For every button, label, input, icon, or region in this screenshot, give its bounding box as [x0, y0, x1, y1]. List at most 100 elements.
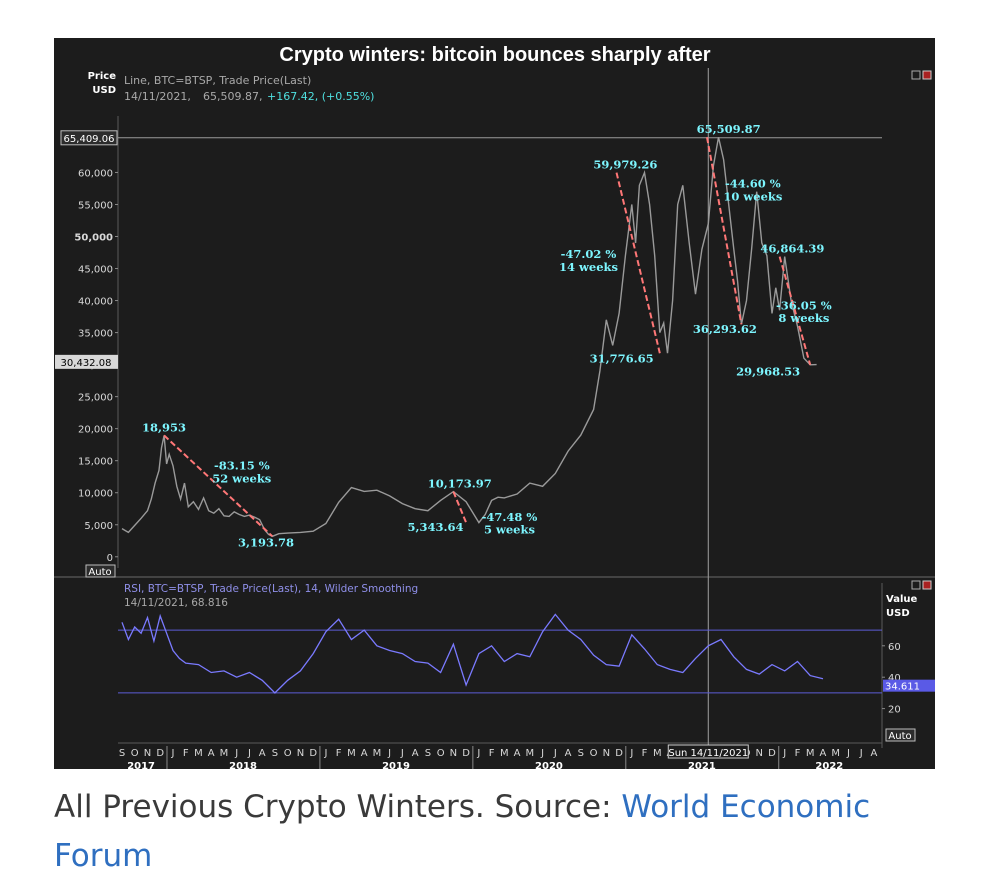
- drawdown-line: [615, 172, 661, 354]
- x-month-label: N: [450, 748, 457, 759]
- rsi-axis-title: Value: [886, 594, 917, 605]
- price-annotation: 29,968.53: [736, 364, 800, 378]
- x-month-label: N: [603, 748, 610, 759]
- rsi-y-tick-label: 60: [888, 642, 901, 653]
- x-year-label: 2017: [127, 761, 155, 769]
- x-month-label: J: [553, 748, 557, 759]
- crosshair-date-box: [667, 744, 749, 759]
- price-annotation: 10 weeks: [723, 189, 782, 203]
- price-y-tick-label: 35,000: [78, 329, 113, 340]
- x-month-label: M: [831, 748, 840, 759]
- price-annotation: 36,293.62: [693, 322, 757, 336]
- x-month-label: S: [425, 748, 431, 759]
- price-y-tick-label: 40,000: [78, 297, 113, 308]
- x-month-label: J: [846, 748, 850, 759]
- x-month-label: S: [272, 748, 278, 759]
- price-annotation: 52 weeks: [212, 471, 271, 485]
- price-annotation: -83.15 %: [214, 459, 270, 473]
- price-y-tick-label: 20,000: [78, 425, 113, 436]
- rsi-auto-button: Auto: [888, 731, 911, 742]
- x-month-label: S: [578, 748, 584, 759]
- price-annotation: 14 weeks: [559, 260, 618, 274]
- x-month-label: M: [500, 748, 509, 759]
- chart-frame: Crypto winters: bitcoin bounces sharply …: [54, 38, 935, 769]
- price-y-tick-label: 50,000: [74, 233, 113, 244]
- drawdown-line: [163, 434, 274, 538]
- source-link[interactable]: World Economic Forum: [54, 789, 871, 874]
- x-month-label: F: [642, 748, 648, 759]
- rsi-series-line: [121, 613, 824, 694]
- x-month-label: J: [171, 748, 175, 759]
- price-y-tick-label: 15,000: [78, 457, 113, 468]
- x-month-label: M: [806, 748, 815, 759]
- price-series-line: [121, 137, 817, 538]
- price-y-tick-label: 60,000: [78, 168, 113, 179]
- x-month-label: A: [208, 748, 215, 759]
- x-month-label: N: [756, 748, 763, 759]
- price-annotation: 65,509.87: [697, 122, 761, 136]
- price-annotation: 5 weeks: [484, 523, 535, 537]
- x-month-label: M: [220, 748, 229, 759]
- x-month-label: O: [437, 748, 445, 759]
- price-legend-change: +167.42, (+0.55%): [267, 90, 374, 103]
- x-month-label: A: [361, 748, 368, 759]
- price-annotation: 18,953: [142, 420, 186, 434]
- x-month-label: F: [336, 748, 342, 759]
- price-annotation: 59,979.26: [593, 158, 657, 172]
- x-month-label: A: [412, 748, 419, 759]
- rsi-auto-button-box: [885, 728, 916, 742]
- price-annotation: 46,864.39: [760, 242, 824, 256]
- x-month-label: M: [373, 748, 382, 759]
- price-y-tick-label: 10,000: [78, 489, 113, 500]
- x-month-label: O: [590, 748, 598, 759]
- rsi-legend-value: 14/11/2021, 68.816: [124, 597, 228, 609]
- x-month-label: D: [768, 748, 776, 759]
- x-month-label: M: [526, 748, 535, 759]
- x-month-label: A: [820, 748, 827, 759]
- x-month-label: J: [400, 748, 404, 759]
- caption-text: All Previous Crypto Winters. Source:: [54, 789, 622, 825]
- price-annotation: 3,193.78: [238, 535, 294, 549]
- drawdown-line: [452, 491, 468, 523]
- chart-title: Crypto winters: bitcoin bounces sharply …: [279, 44, 710, 66]
- price-y-tick-label: 5,000: [84, 521, 113, 532]
- x-month-label: J: [323, 748, 327, 759]
- rsi-current-value: 34.611: [885, 682, 920, 693]
- price-legend-value: 65,509.87,: [203, 90, 262, 103]
- chart-svg: Crypto winters: bitcoin bounces sharply …: [54, 44, 935, 769]
- price-annotation: -47.02 %: [561, 247, 617, 261]
- x-month-label: D: [462, 748, 470, 759]
- x-month-label: J: [247, 748, 251, 759]
- price-annotation: 8 weeks: [778, 311, 829, 325]
- crosshair-date-label: Sun 14/11/2021: [668, 748, 748, 759]
- figure-caption: All Previous Crypto Winters. Source: Wor…: [54, 783, 954, 881]
- price-y-tick-label: 25,000: [78, 393, 113, 404]
- x-month-label: J: [540, 748, 544, 759]
- price-annotation: 10,173.97: [428, 477, 492, 491]
- x-year-label: 2019: [382, 761, 410, 769]
- price-y-tick-label: 0: [107, 553, 113, 564]
- x-month-label: M: [653, 748, 662, 759]
- x-month-label: A: [259, 748, 266, 759]
- x-month-label: M: [347, 748, 356, 759]
- x-month-label: J: [234, 748, 238, 759]
- price-annotation: -44.60 %: [725, 177, 781, 191]
- price-y-tick-label: 55,000: [78, 200, 113, 211]
- rsi-legend-series: RSI, BTC=BTSP, Trade Price(Last), 14, Wi…: [124, 583, 418, 595]
- price-legend-series: Line, BTC=BTSP, Trade Price(Last): [124, 74, 311, 87]
- x-month-label: D: [309, 748, 317, 759]
- x-month-label: N: [144, 748, 151, 759]
- x-year-label: 2022: [815, 761, 843, 769]
- price-annotation: -47.48 %: [482, 510, 538, 524]
- x-month-label: F: [489, 748, 495, 759]
- x-year-label: 2021: [688, 761, 716, 769]
- x-month-label: A: [565, 748, 572, 759]
- x-year-label: 2020: [535, 761, 563, 769]
- rsi-current-value-box: [883, 679, 935, 692]
- rsi-y-tick-label: 40: [888, 673, 901, 684]
- price-axis-unit: USD: [92, 85, 116, 96]
- x-month-label: S: [119, 748, 125, 759]
- price-annotation: 31,776.65: [590, 352, 654, 366]
- x-month-label: D: [156, 748, 164, 759]
- x-year-label: 2018: [229, 761, 257, 769]
